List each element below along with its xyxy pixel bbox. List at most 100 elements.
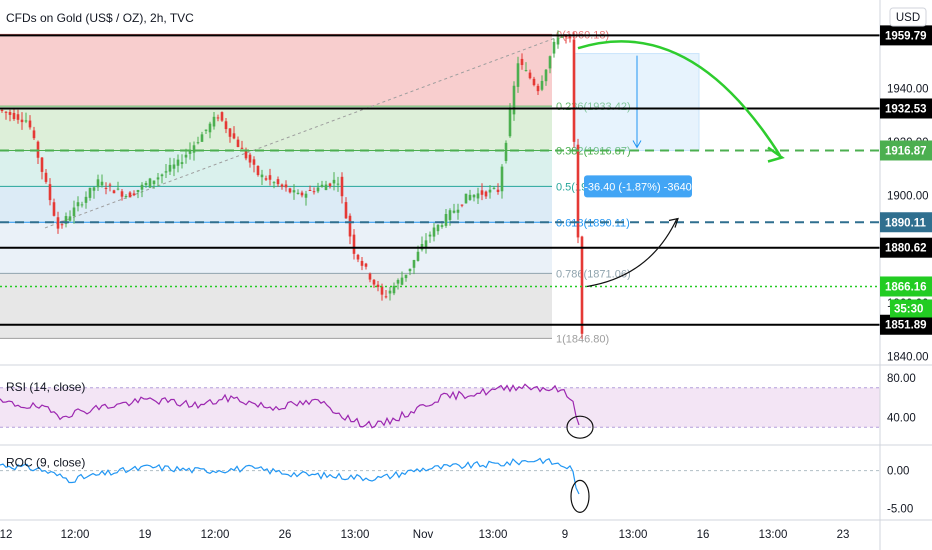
candle-body [100,181,104,186]
candle-body [268,175,272,180]
candle-body [168,164,172,172]
candle-body [244,150,248,159]
candle-body [68,216,72,221]
candle-body [508,109,512,137]
time-tick-label: 19 [139,529,152,541]
candle-body [576,144,580,238]
price-level-tag-label: 1890.11 [885,217,927,229]
price-pane: 0(1960.18)0.236(1933.42)0.382(1916.87)0.… [0,29,880,345]
candle-body [172,164,176,169]
fib-zone [0,34,552,107]
measure-arrow-head [632,140,642,149]
candle-body [544,69,548,82]
rsi-title: RSI (14, close) [6,380,85,394]
candle-body [24,120,28,122]
roc-pane: ROC (9, close) [0,456,880,513]
candle-body [380,286,384,295]
time-tick-label: 12 [0,529,12,541]
candle-body [408,268,412,272]
candle-body [448,210,452,220]
black-forecast-arrow-head [668,217,679,228]
candle-body [132,193,136,196]
candle-body [56,217,60,229]
candle-body [48,184,52,201]
candle-body [84,196,88,203]
candle-body [108,184,112,186]
candle-body [32,130,36,139]
time-tick-label: 16 [697,529,710,541]
candle-body [116,188,120,190]
candle-body [284,184,288,188]
time-tick-label: 12:00 [61,529,90,541]
candle-body [12,112,16,120]
candle-body [212,116,216,127]
candle-body [400,277,404,285]
price-level-tag [880,276,932,297]
candle-body [276,179,280,185]
time-tick-label: Nov [413,529,434,541]
candle-body [44,172,48,182]
candle-body [180,162,184,165]
candle-body [60,224,64,226]
time-tick-label: 13:00 [619,529,648,541]
candle-body [332,179,336,184]
candle-body [304,193,308,198]
candle-body [476,193,480,199]
candle-body [52,202,56,216]
candle-body [492,187,496,189]
rsi-pane: RSI (14, close) [0,380,880,439]
candle-body [96,179,100,188]
candle-body [560,36,564,38]
candle-body [444,214,448,226]
countdown-tag [890,299,932,318]
candle-body [460,204,464,206]
candle-body [260,174,264,178]
roc-tick-label: 0.00 [887,466,909,478]
candle-body [316,187,320,192]
rsi-highlight-circle [566,415,594,439]
candle-body [208,123,212,133]
candle-body [360,260,364,266]
currency-label[interactable]: USD [896,12,920,24]
candle-body [248,154,252,163]
candle-body [480,190,484,195]
candle-body [464,193,468,204]
candle-body [468,194,472,200]
price-level-tag [880,140,932,161]
candle-body [384,296,388,298]
rsi-tick-label: 40.00 [887,412,916,424]
candle-body [516,63,520,87]
time-tick-label: 12:00 [201,529,230,541]
trend-line [44,33,566,229]
candle-body [88,187,92,198]
candle-body [300,192,304,196]
candle-body [140,184,144,190]
candle-body [392,285,396,294]
currency-button[interactable]: USD [889,7,927,27]
candle-body [456,209,460,213]
price-level-tag-label: 1916.87 [885,145,927,157]
candle-body [376,284,380,288]
candle-body [568,36,572,38]
candle-body [580,236,584,334]
chart-title: CFDs on Gold (US$ / OZ), 2h, TVC [6,11,194,25]
rsi-band [0,387,880,428]
candle-body [368,273,372,280]
candle-body [216,117,220,119]
time-tick-label: 13:00 [341,529,370,541]
candle-body [404,274,408,279]
candle-body [112,190,116,194]
candle-body [532,78,536,86]
candle-body [528,72,532,79]
candle-body [228,128,232,137]
time-tick-label: 13:00 [479,529,508,541]
candle-body [552,41,556,54]
candle-body [224,121,228,130]
candle-body [204,129,208,131]
time-tick-label: 9 [562,529,568,541]
candle-body [520,58,524,66]
candle-body [256,165,260,175]
measure-label-bg [584,175,692,198]
